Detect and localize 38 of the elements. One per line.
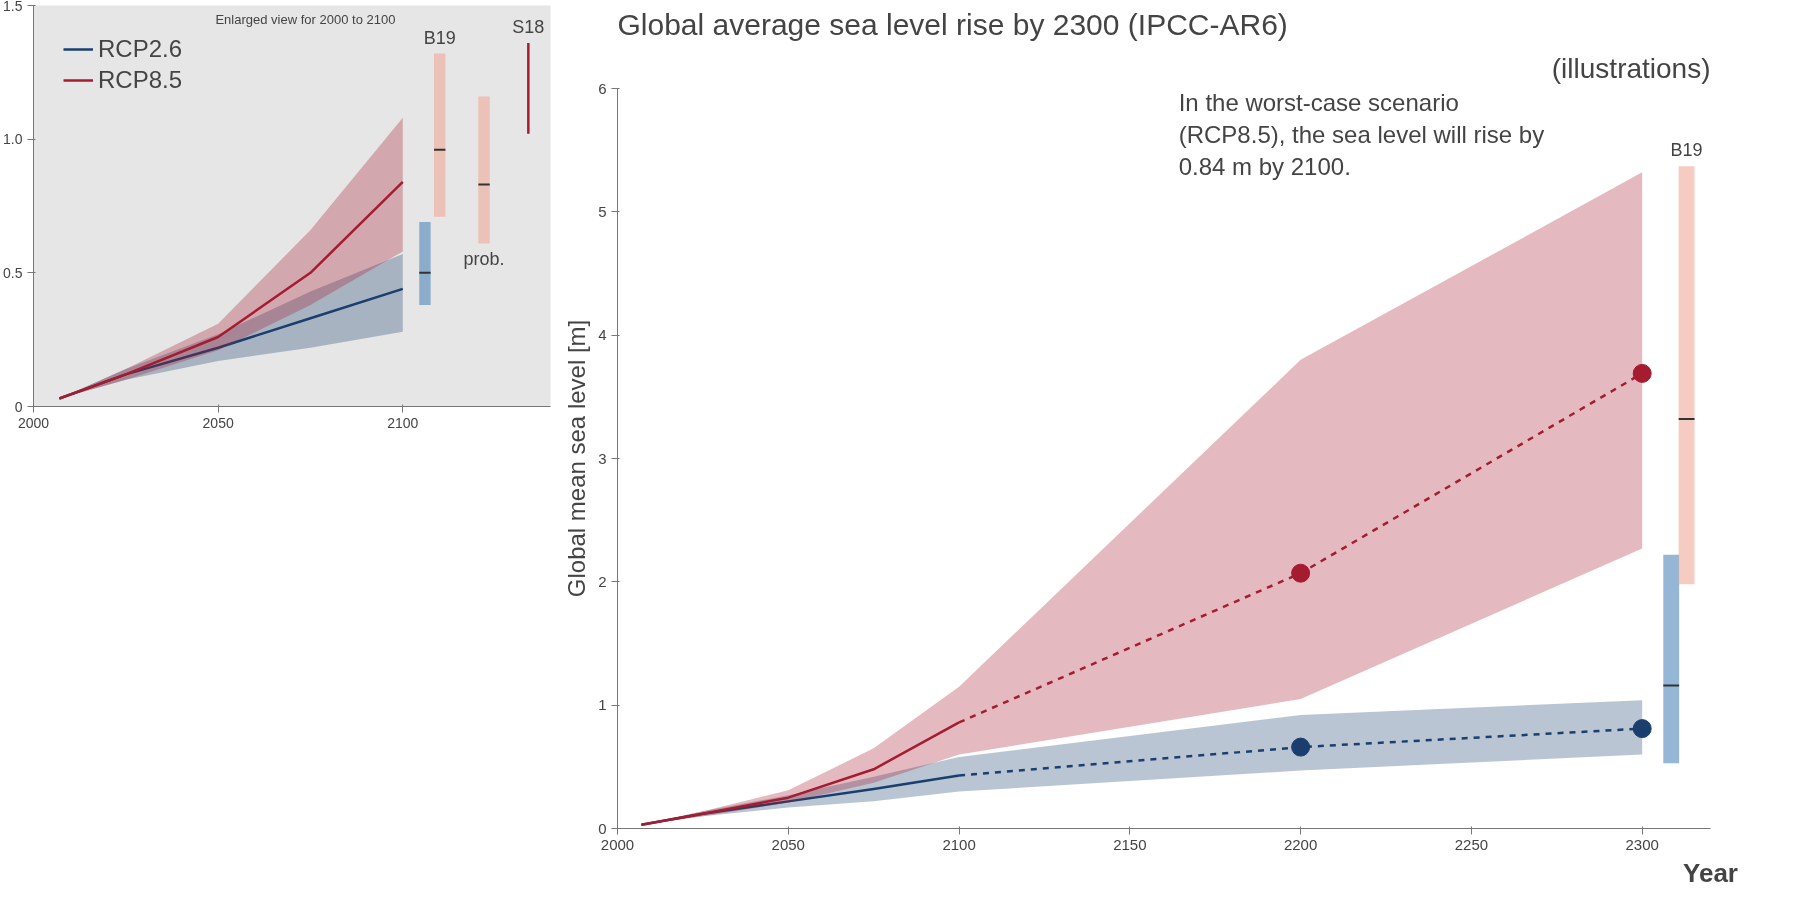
x-tick-label: 2150 <box>1113 835 1147 853</box>
x-tick-label: 2000 <box>17 414 50 431</box>
legend-label: RCP8.5 <box>98 66 183 94</box>
x-tick-label: 2100 <box>387 414 419 431</box>
y-tick-label: 1 <box>598 696 607 714</box>
series-label: S18 <box>512 16 545 37</box>
y-tick-label: 3 <box>598 449 607 467</box>
chart-title: Global average sea level rise by 2300 (IPCC-AR6) <box>617 7 1288 41</box>
point <box>1291 737 1311 757</box>
x-tick-label: 2000 <box>600 835 635 853</box>
x-tick-label: 2300 <box>1625 835 1659 853</box>
annotation: Enlarged view for 2000 to 2100 <box>215 11 396 27</box>
series-label: B19 <box>1670 140 1703 161</box>
legend-label: RCP2.6 <box>98 35 183 63</box>
y-tick-label: 1.5 <box>3 0 23 14</box>
y-tick-label: 6 <box>598 79 607 97</box>
point <box>1632 363 1652 383</box>
y-tick-label: 1.0 <box>3 131 23 148</box>
y-tick-label: 0.5 <box>3 264 23 281</box>
annotation: In the worst-case scenario (RCP8.5), the sea level will rise by 0.84 m by 2100. <box>1178 88 1545 181</box>
series-label: prob. <box>463 249 505 270</box>
x-tick-label: 2200 <box>1283 835 1318 853</box>
series-label: B19 <box>423 27 456 48</box>
line-series <box>58 180 405 400</box>
point <box>1291 563 1311 583</box>
x-tick-label: 2050 <box>771 835 805 853</box>
y-tick-label: 5 <box>598 202 607 220</box>
x-tick-label: 2250 <box>1454 835 1489 853</box>
chart-subtitle: (illustrations) <box>1551 52 1711 84</box>
x-axis-title: Year <box>1683 857 1738 888</box>
y-axis-title: Global mean sea level [m] <box>563 319 591 598</box>
y-tick-label: 0 <box>14 398 23 415</box>
y-tick-label: 2 <box>598 572 607 590</box>
x-tick-label: 2050 <box>202 414 234 431</box>
y-tick-label: 4 <box>598 326 607 344</box>
y-tick-label: 0 <box>598 819 607 837</box>
x-tick-label: 2100 <box>942 835 976 853</box>
point <box>1632 719 1652 739</box>
